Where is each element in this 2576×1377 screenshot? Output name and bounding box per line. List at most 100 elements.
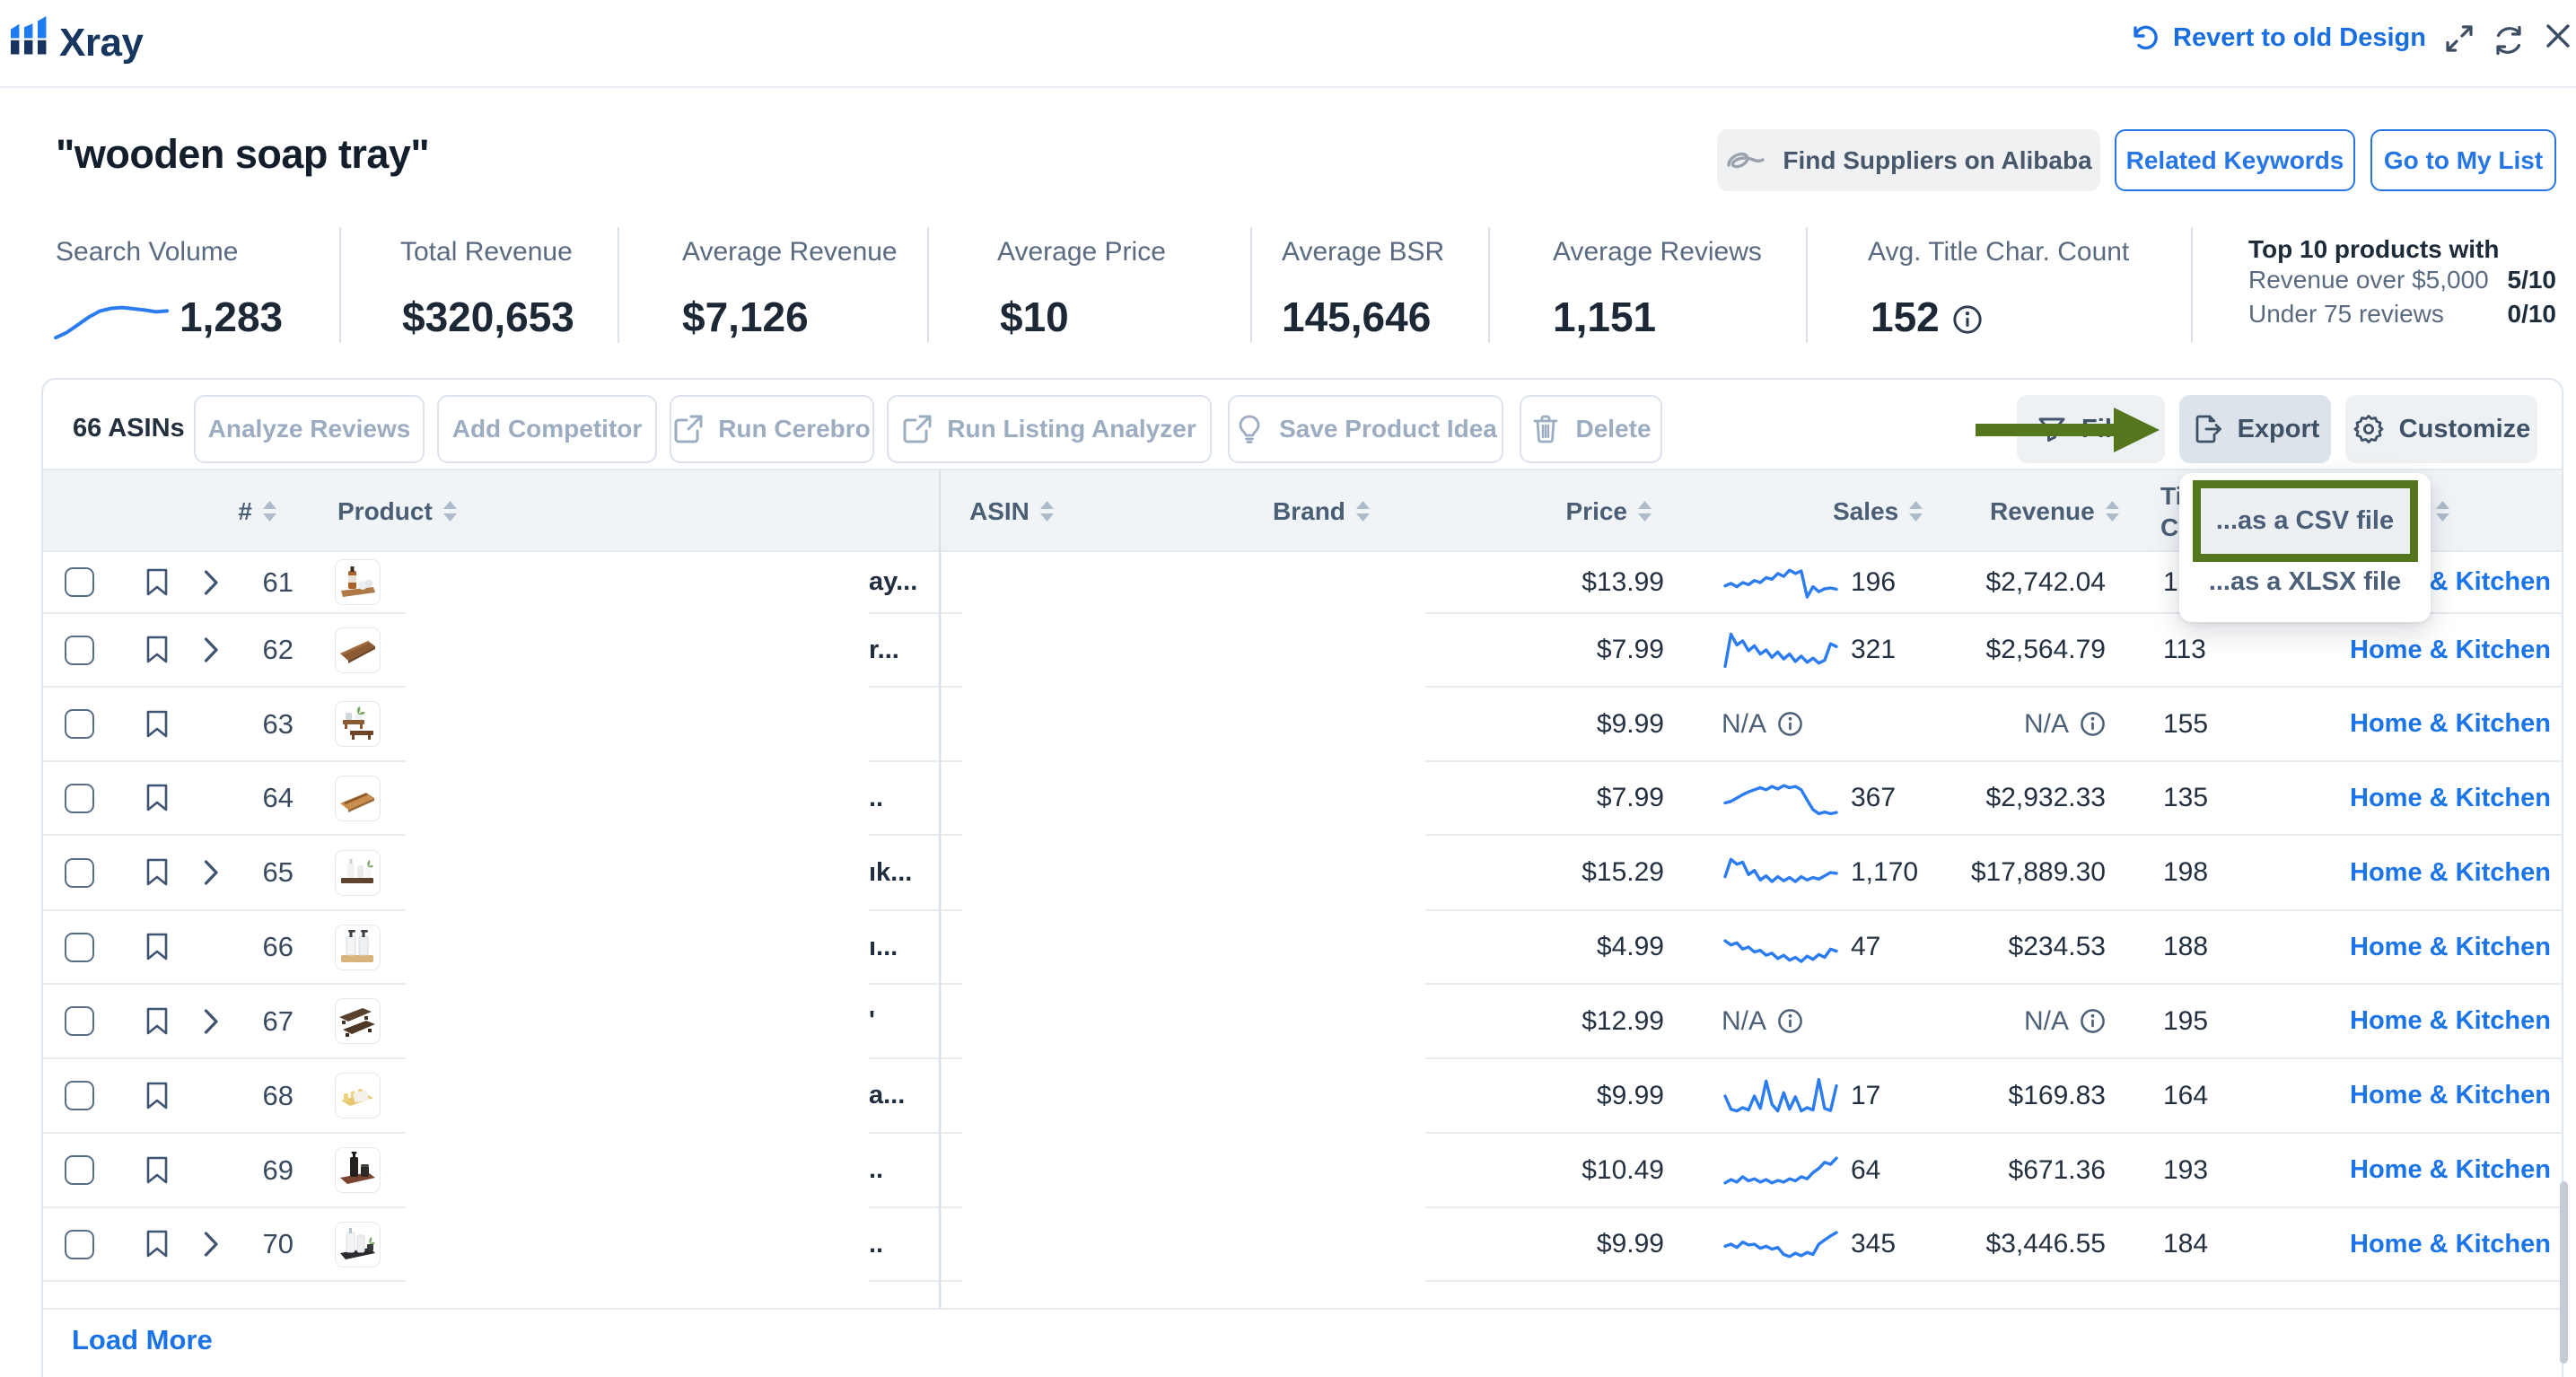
title-char-count-value: 193 [2163, 1154, 2209, 1185]
product-thumbnail[interactable] [335, 924, 381, 970]
expand-chevron-icon[interactable] [204, 1008, 219, 1035]
info-icon [2081, 1009, 2105, 1033]
bookmark-icon[interactable] [145, 1007, 169, 1036]
load-more-link[interactable]: Load More [72, 1324, 213, 1355]
product-thumbnail[interactable] [335, 849, 381, 896]
row-checkbox[interactable] [65, 932, 94, 962]
column-header-revenue[interactable]: Revenue [1990, 470, 2119, 552]
category-link[interactable]: Home & Kitchen [2350, 709, 2551, 738]
export-as-xlsx-item[interactable]: ...as a XLSX file [2197, 557, 2413, 607]
category-link[interactable]: Home & Kitchen [2350, 1155, 2551, 1184]
price-value: $7.99 [1596, 635, 1664, 664]
stat-label: Average Revenue [682, 237, 898, 267]
category-link[interactable]: Home & Kitchen [2350, 635, 2551, 664]
title-char-count-value: 155 [2163, 708, 2209, 739]
sort-icon [1355, 501, 1370, 522]
find-suppliers-alibaba-button[interactable]: Find Suppliers on Alibaba [1717, 129, 2100, 191]
scrollbar-thumb[interactable] [2560, 1181, 2568, 1364]
row-checkbox[interactable] [65, 1155, 94, 1185]
export-button[interactable]: Export [2179, 395, 2331, 463]
stat-label: Total Revenue [400, 237, 573, 267]
category-link[interactable]: Home & Kitchen [2350, 932, 2551, 961]
bookmark-icon[interactable] [145, 1230, 169, 1259]
related-keywords-button[interactable]: Related Keywords [2115, 129, 2355, 191]
save-product-idea-button[interactable]: Save Product Idea [1228, 395, 1503, 463]
row-checkbox[interactable] [65, 567, 94, 597]
alibaba-icon [1727, 152, 1766, 168]
revenue-value: $17,889.30 [1970, 857, 2106, 887]
category-link[interactable]: Home & Kitchen [2350, 783, 2551, 812]
product-thumbnail[interactable] [335, 701, 381, 747]
product-image-wood-tray [340, 640, 375, 663]
stat-divider [927, 227, 929, 343]
close-icon[interactable] [2545, 23, 2571, 48]
redaction-box-asin-brand [962, 552, 1425, 1304]
revenue-value: $234.53 [2008, 932, 2106, 961]
run-listing-analyzer-button[interactable]: Run Listing Analyzer [887, 395, 1212, 463]
info-icon [2081, 712, 2105, 736]
product-title-fragment: .. [869, 783, 884, 812]
product-thumbnail[interactable] [335, 998, 381, 1044]
category-link[interactable]: Home & Kitchen [2350, 857, 2551, 887]
column-header-brand[interactable]: Brand [1273, 470, 1370, 552]
button-label: Add Competitor [451, 415, 643, 443]
stats-row: Search Volume 1,283 Total Revenue $320,653 A… [0, 215, 2576, 359]
bookmark-icon[interactable] [145, 1082, 169, 1110]
row-checkbox[interactable] [65, 783, 94, 813]
price-value: $13.99 [1582, 566, 1664, 597]
revert-to-old-design-link[interactable]: Revert to old Design [2128, 22, 2426, 54]
export-dropdown: ...as a CSV file ...as a XLSX file [2179, 473, 2431, 622]
row-checkbox[interactable] [65, 709, 94, 739]
expand-chevron-icon[interactable] [204, 636, 219, 663]
bookmark-icon[interactable] [145, 636, 169, 664]
row-checkbox[interactable] [65, 1006, 94, 1036]
product-thumbnail[interactable] [335, 775, 381, 821]
analyze-reviews-button[interactable]: Analyze Reviews [194, 395, 425, 463]
bookmark-icon[interactable] [145, 858, 169, 887]
column-header-price[interactable]: Price [1497, 470, 1652, 552]
run-cerebro-button[interactable]: Run Cerebro [670, 395, 874, 463]
product-thumbnail[interactable] [335, 1147, 381, 1193]
bookmark-icon[interactable] [145, 1156, 169, 1185]
column-header-asin[interactable]: ASIN [969, 470, 1054, 552]
product-thumbnail[interactable] [335, 1221, 381, 1267]
expand-chevron-icon[interactable] [204, 1231, 219, 1258]
refresh-icon[interactable] [2492, 23, 2526, 57]
stat-value: 152 [1871, 293, 1983, 341]
expand-chevron-icon[interactable] [204, 569, 219, 596]
bookmark-icon[interactable] [145, 933, 169, 961]
na-label: N/A [2023, 708, 2069, 739]
sales-value: 345 [1851, 1229, 1897, 1259]
export-as-csv-item[interactable]: ...as a CSV file [2197, 481, 2413, 561]
sales-value: 17 [1851, 1080, 1881, 1110]
delete-button[interactable]: Delete [1520, 395, 1662, 463]
expand-icon[interactable] [2444, 23, 2475, 54]
row-checkbox[interactable] [65, 1081, 94, 1110]
add-competitor-button[interactable]: Add Competitor [437, 395, 657, 463]
category-link[interactable]: Home & Kitchen [2350, 1006, 2551, 1035]
bookmark-icon[interactable] [145, 784, 169, 812]
column-header-hidden-sort[interactable] [2436, 470, 2449, 552]
customize-button[interactable]: Customize [2345, 395, 2537, 463]
go-to-my-list-button[interactable]: Go to My List [2370, 129, 2556, 191]
sales-sparkline [1722, 836, 1840, 909]
product-thumbnail[interactable] [335, 559, 381, 605]
button-label: Delete [1575, 415, 1652, 443]
category-link[interactable]: Home & Kitchen [2350, 1081, 2551, 1109]
row-checkbox[interactable] [65, 857, 94, 888]
row-checkbox[interactable] [65, 1229, 94, 1259]
column-header-number[interactable]: # [169, 470, 276, 552]
product-thumbnail[interactable] [335, 1073, 381, 1118]
sales-sparkline [1722, 1059, 1840, 1132]
column-header-product[interactable]: Product [337, 470, 457, 552]
bookmark-icon[interactable] [145, 710, 169, 739]
column-header-sales[interactable]: Sales [1833, 470, 1923, 552]
product-title-fragment: ay... [869, 567, 918, 596]
category-link[interactable]: Home & Kitchen [2350, 1229, 2551, 1259]
expand-chevron-icon[interactable] [204, 859, 219, 886]
bookmark-icon[interactable] [145, 568, 169, 597]
top10-line-label: Revenue over $5,000 [2248, 266, 2489, 294]
row-checkbox[interactable] [65, 635, 94, 665]
product-thumbnail[interactable] [335, 627, 381, 673]
button-label: Save Product Idea [1279, 415, 1497, 443]
